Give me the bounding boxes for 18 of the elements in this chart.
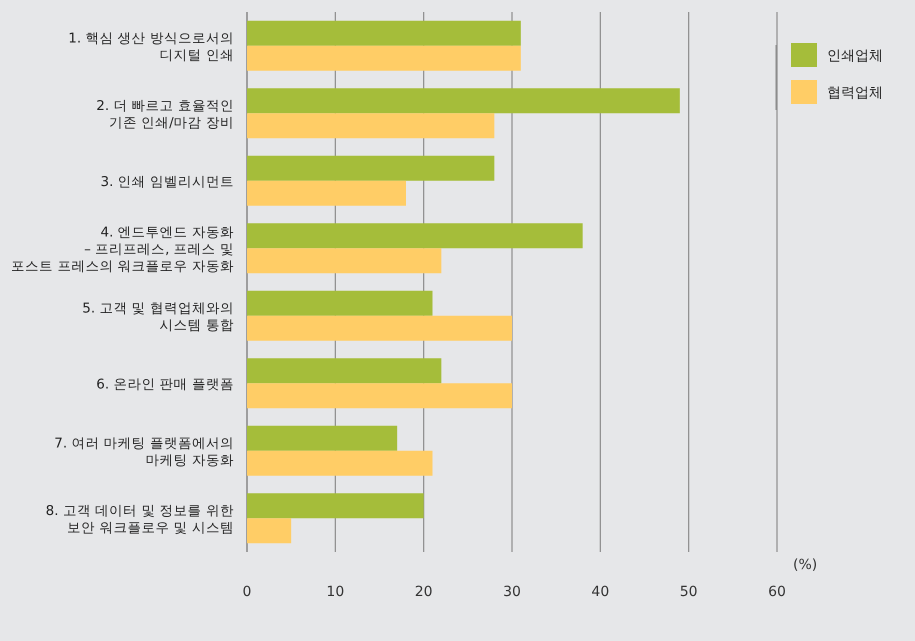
legend-label: 협력업체 [827,85,883,101]
x-tick-label: 50 [680,584,698,600]
y-tick-label: 4. 엔드투엔드 자동화 – 프리프레스, 프레스 및 포스트 프레스의 워크플로우 자동화 [11,224,234,274]
legend-label: 인쇄업체 [827,48,883,64]
y-tick-label: 7. 여러 마케팅 플랫폼에서의 마케팅 자동화 [54,435,234,468]
x-tick-label: 40 [591,584,610,600]
x-tick-label: 30 [503,584,521,600]
y-tick-label: 2. 더 빠르고 효율적인 기존 인쇄/마감 장비 [96,98,234,131]
x-tick-label: 60 [768,584,786,600]
y-tick-label: 8. 고객 데이터 및 정보를 위한 보안 워크플로우 및 시스템 [46,502,234,536]
x-axis-title: (%) [793,557,818,573]
x-tick-label: 0 [242,584,252,600]
x-tick-label: 10 [326,584,344,600]
y-tick-label: 6. 온라인 판매 플랫폼 [96,376,234,392]
x-tick-label: 20 [414,584,433,600]
y-tick-label: 5. 고객 및 협력업체와의 시스템 통합 [82,300,234,334]
y-tick-label: 1. 핵심 생산 방식으로서의 디지털 인쇄 [68,30,234,64]
y-tick-label: 3. 인쇄 임벨리시먼트 [100,174,234,190]
